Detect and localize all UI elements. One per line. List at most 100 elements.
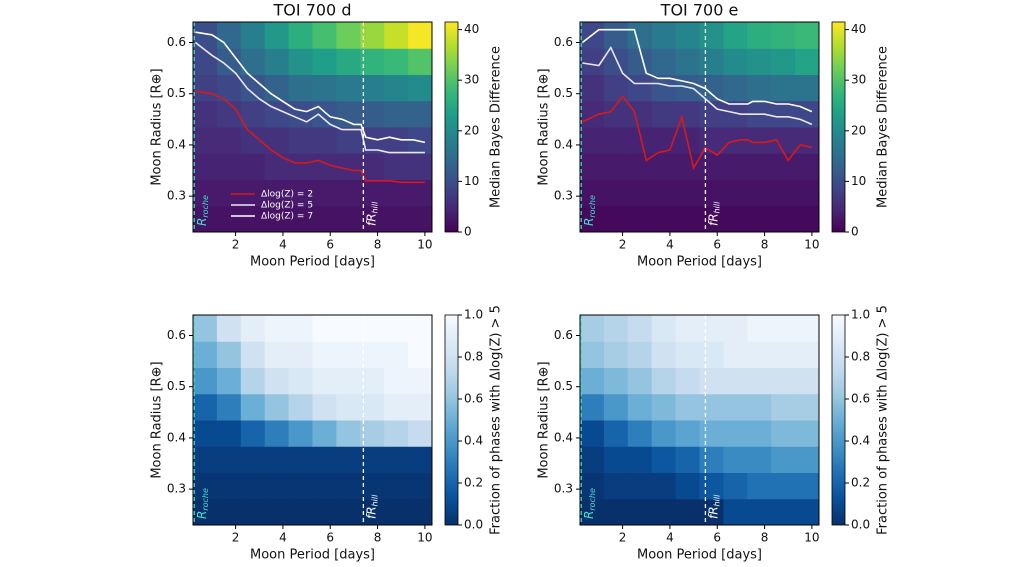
reference-label-sub: roche (588, 488, 597, 511)
heat-cell (627, 472, 653, 500)
heat-cell (723, 420, 748, 447)
heat-cell (216, 446, 242, 473)
heat-cell (747, 153, 772, 180)
heat-cell (384, 341, 409, 368)
contour-line (195, 31, 426, 144)
heat-cell (288, 127, 313, 154)
heat-cell (675, 205, 700, 233)
heat-cell (723, 205, 748, 233)
colorbar-tick-label: 0.0 (851, 518, 870, 532)
heat-cell (603, 472, 629, 500)
heat-cell (603, 22, 629, 49)
heat-cell (312, 205, 337, 233)
heat-cell (408, 420, 433, 447)
heat-cell (360, 205, 385, 233)
heat-cell (627, 22, 653, 49)
heat-cell (384, 74, 409, 102)
x-tick-label: 10 (417, 531, 432, 545)
heat-cell (771, 48, 796, 75)
reference-label-sub: roche (588, 195, 597, 218)
heat-cell (336, 100, 361, 128)
y-axis-label: Moon Radius [R⊕] (537, 68, 552, 185)
heat-cell (675, 498, 700, 526)
reference-label: fRhill (706, 201, 721, 226)
colorbar-tick-label: 0.2 (851, 476, 870, 490)
heat-cell (288, 74, 313, 102)
heat-cell (771, 74, 796, 102)
heat-cell (627, 498, 653, 526)
heat-cell (580, 472, 605, 500)
reference-label: fRhill (364, 201, 379, 226)
heat-cell (288, 22, 313, 49)
heat-cell (216, 315, 242, 342)
heat-cell (580, 315, 605, 342)
x-tick-label: 10 (804, 531, 819, 545)
colorbar-tick-label: 0.8 (464, 350, 483, 364)
x-tick-label: 8 (374, 238, 382, 252)
y-tick-label: 0.4 (167, 137, 186, 151)
heat-cell (651, 367, 677, 395)
heat-cell (384, 179, 409, 207)
heat-cell (699, 420, 724, 447)
heat-cell (699, 472, 724, 500)
x-tick-label: 4 (279, 238, 287, 252)
heat-cell (193, 367, 218, 395)
legend-label: Δlog(Z) = 7 (261, 212, 313, 222)
heat-cell (216, 100, 242, 128)
heat-cell (193, 153, 218, 180)
colorbar-tick-label: 10 (464, 174, 479, 188)
heat-cell (795, 127, 820, 154)
y-tick-label: 0.6 (554, 328, 573, 342)
colorbar-label: Median Bayes Difference (489, 46, 504, 208)
heat-cell (288, 472, 313, 500)
reference-label-sub: hill (712, 201, 721, 214)
heat-cell (771, 498, 796, 526)
heat-cell (240, 205, 266, 233)
reference-label-main: fR (364, 506, 378, 519)
heat-cell (651, 48, 677, 75)
heat-cell (699, 22, 724, 49)
heat-cell (723, 498, 748, 526)
heat-cell (240, 100, 266, 128)
heat-cell (651, 179, 677, 207)
heat-cell (408, 472, 433, 500)
reference-label-main: fR (706, 506, 720, 519)
heat-cell (795, 420, 820, 447)
heat-cell (193, 420, 218, 447)
heat-cell (288, 498, 313, 526)
heat-cell (384, 315, 409, 342)
y-tick-label: 0.3 (167, 482, 186, 496)
colorbar-tick-label: 0.2 (464, 476, 483, 490)
heat-cell (408, 205, 433, 233)
y-tick-label: 0.6 (167, 35, 186, 49)
heat-cell (240, 367, 266, 395)
heat-cell (408, 341, 433, 368)
x-tick-label: 4 (666, 531, 674, 545)
heat-cell (699, 48, 724, 75)
heat-cell (360, 48, 385, 75)
heat-cell (360, 367, 385, 395)
heat-cell (360, 420, 385, 447)
heat-cell (264, 127, 290, 154)
heat-cell (795, 498, 820, 526)
heat-cell (651, 315, 677, 342)
heat-cell (240, 153, 266, 180)
heat-cell (408, 48, 433, 75)
heat-cell (336, 420, 361, 447)
y-axis-label: Moon Radius [R⊕] (150, 68, 165, 185)
heat-cell (216, 393, 242, 421)
heat-cell (312, 22, 337, 49)
heat-cell (771, 22, 796, 49)
x-tick-label: 6 (713, 238, 721, 252)
heat-cell (288, 367, 313, 395)
heat-cell (408, 498, 433, 526)
heat-cell (240, 48, 266, 75)
heat-cell (771, 367, 796, 395)
heat-cell (384, 420, 409, 447)
colorbar-tick-label: 30 (851, 73, 866, 87)
chart-title: TOI 700 e (660, 1, 739, 20)
heat-cell (651, 153, 677, 180)
colorbar-tick-label: 10 (851, 174, 866, 188)
heat-cell (336, 315, 361, 342)
x-tick-label: 6 (326, 238, 334, 252)
